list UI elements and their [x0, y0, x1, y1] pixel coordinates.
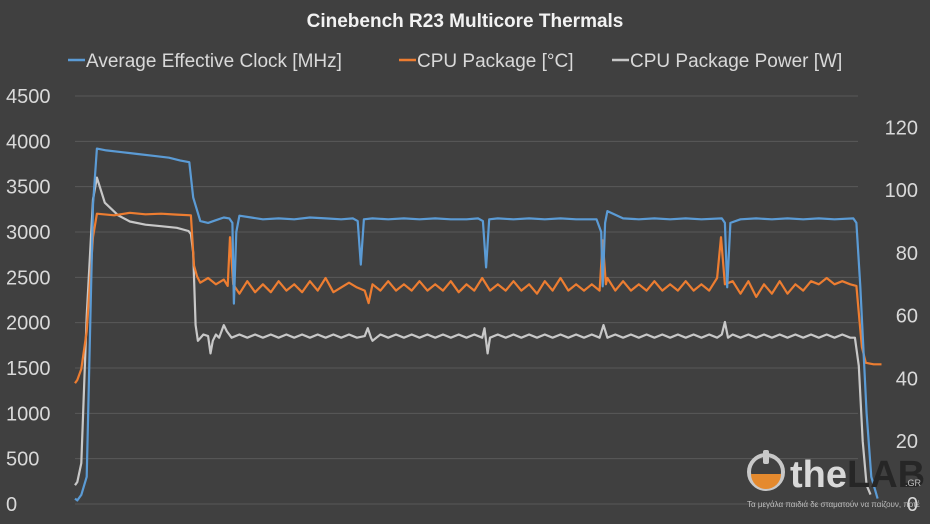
series-line-0 — [74, 147, 879, 502]
gridlines — [75, 95, 858, 505]
right-tick-label: 120 — [885, 117, 918, 139]
right-tick-label: 80 — [896, 243, 918, 265]
left-tick-label: 3000 — [6, 222, 51, 244]
chart-title: Cinebench R23 Multicore Thermals — [307, 11, 624, 32]
left-tick-label: 1500 — [6, 358, 51, 380]
legend-label: Average Effective Clock [MHz] — [86, 51, 342, 72]
brand-name: theLAB — [790, 454, 925, 496]
brand-suffix: .GR — [905, 478, 922, 488]
legend-label: CPU Package [°C] — [417, 51, 574, 72]
brand-name-prefix: the — [790, 454, 847, 496]
left-tick-label: 1000 — [6, 403, 51, 425]
right-tick-label: 40 — [896, 368, 918, 390]
brand-tagline: Τα μεγάλα παιδιά δε σταματούν να παίζουν… — [747, 500, 920, 509]
left-tick-label: 2000 — [6, 313, 51, 335]
plot-area — [74, 147, 882, 502]
left-tick-label: 4500 — [6, 86, 51, 108]
brand-watermark: theLAB .GR Τα μεγάλα παιδιά δε σταματούν… — [747, 450, 925, 509]
left-tick-label: 2500 — [6, 267, 51, 289]
legend-label: CPU Package Power [W] — [630, 51, 842, 72]
brand-logo-icon — [747, 450, 785, 491]
series-line-2 — [74, 176, 872, 496]
right-tick-label: 0 — [907, 494, 918, 516]
left-axis-ticks: 0 500 1000 1500 2000 2500 3000 3500 4000 4500 — [6, 86, 51, 516]
brand-name-main: LAB — [847, 454, 925, 496]
right-tick-label: 20 — [896, 431, 918, 453]
right-tick-label: 100 — [885, 180, 918, 202]
right-tick-label: 60 — [896, 306, 918, 328]
right-axis-ticks: 0 20 40 60 80 100 120 — [885, 117, 918, 516]
series-line-1 — [74, 211, 882, 384]
left-tick-label: 4000 — [6, 131, 51, 153]
left-tick-label: 0 — [6, 494, 17, 516]
legend: Average Effective Clock [MHz] CPU Package… — [68, 51, 842, 72]
left-tick-label: 500 — [6, 449, 39, 471]
left-tick-label: 3500 — [6, 177, 51, 199]
